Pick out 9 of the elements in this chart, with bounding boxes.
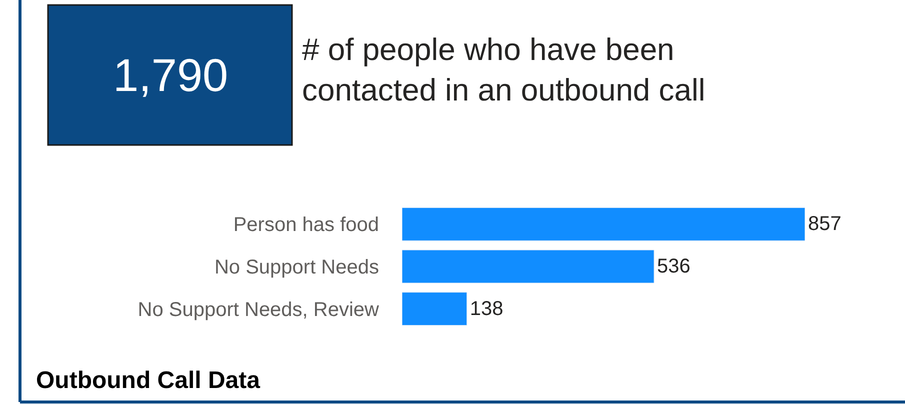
data-label: 857 <box>808 213 842 236</box>
text: # of people who have been contacted in an outbound call <box>302 32 706 108</box>
y-tick-label: No Support Needs <box>214 256 379 278</box>
y-tick-label: Person has food <box>233 214 379 236</box>
text: Outbound Call Data <box>36 367 261 394</box>
data-label: 138 <box>470 298 504 320</box>
text: 1,790 <box>113 49 228 101</box>
y-tick-label: No Support Needs, Review <box>138 298 380 321</box>
data-label: 536 <box>657 256 690 278</box>
